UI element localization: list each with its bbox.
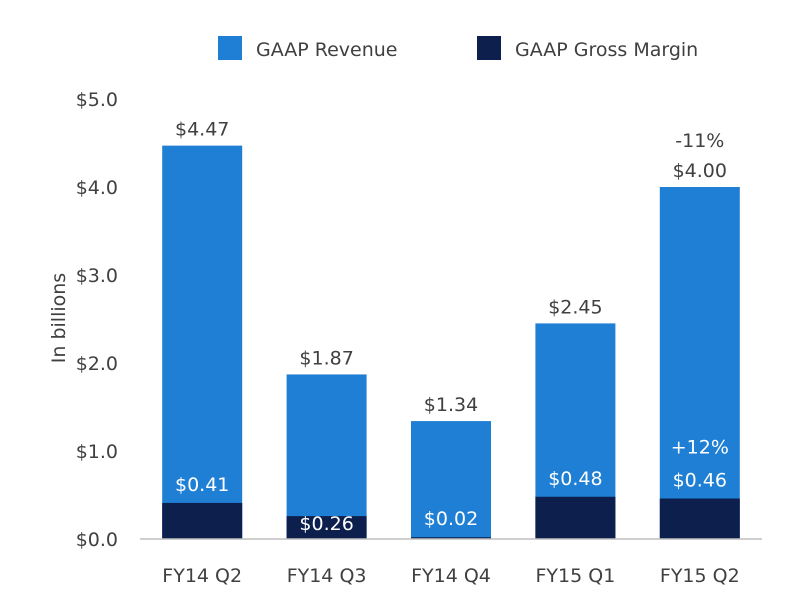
bar-gaap-gross-margin-fy15-q1	[535, 496, 616, 539]
data-label-gaap-revenue: $2.45	[548, 296, 602, 318]
legend-swatch-gaap-revenue	[218, 36, 242, 60]
bar-gaap-revenue-fy14-q2	[162, 145, 243, 539]
x-tick-label-fy14-q3: FY14 Q3	[287, 565, 367, 587]
legend-swatch-gaap-gross-margin	[477, 36, 501, 60]
data-label-gaap-gross-margin: $0.46	[673, 470, 727, 492]
y-tick-label: $3.0	[76, 265, 118, 287]
x-axis-labels: FY14 Q2 FY14 Q3 FY14 Q4 FY15 Q1 FY15 Q2	[162, 565, 739, 587]
y-tick-label: $2.0	[76, 353, 118, 375]
y-tick-label: $0.0	[76, 529, 118, 551]
bar-gaap-gross-margin-fy14-q4	[411, 537, 491, 539]
bar-gaap-revenue-fy14-q3	[286, 374, 367, 539]
y-tick-label: $4.0	[76, 177, 118, 199]
legend: GAAP Revenue GAAP Gross Margin	[218, 36, 698, 61]
annotation-gaap-gross-margin: +12%	[671, 437, 729, 459]
bar-gaap-revenue-fy15-q2	[659, 187, 740, 539]
bars: $4.47 $0.41 $1.87 $0.26 $1.34 $0.02 $2.45 $0.48…	[162, 119, 740, 539]
y-axis-ticks: $0.0 $1.0 $2.0 $3.0 $4.0 $5.0	[76, 89, 118, 551]
data-label-gaap-gross-margin: $0.41	[175, 474, 229, 496]
y-tick-label: $1.0	[76, 441, 118, 463]
legend-label-gaap-revenue: GAAP Revenue	[256, 39, 398, 61]
bar-gaap-gross-margin-fy14-q3	[286, 516, 367, 539]
legend-label-gaap-gross-margin: GAAP Gross Margin	[515, 39, 698, 61]
bar-gaap-revenue-fy14-q4	[411, 421, 491, 539]
y-tick-label: $5.0	[76, 89, 118, 111]
data-label-gaap-gross-margin: $0.48	[548, 468, 602, 490]
bar-gaap-gross-margin-fy15-q2	[659, 498, 740, 539]
bar-gaap-gross-margin-fy14-q2	[162, 502, 243, 539]
data-label-gaap-revenue: $1.34	[424, 394, 478, 416]
y-axis-label: In billions	[48, 273, 70, 363]
data-label-gaap-revenue: $1.87	[299, 347, 353, 369]
x-tick-label-fy15-q2: FY15 Q2	[660, 565, 740, 587]
x-tick-label-fy14-q2: FY14 Q2	[162, 565, 242, 587]
data-label-gaap-revenue: $4.00	[673, 160, 727, 182]
annotation-gaap-revenue: -11%	[675, 130, 724, 152]
data-label-gaap-gross-margin: $0.02	[424, 508, 478, 530]
data-label-gaap-gross-margin: $0.26	[299, 513, 353, 535]
x-tick-label-fy14-q4: FY14 Q4	[411, 565, 491, 587]
data-label-gaap-revenue: $4.47	[175, 119, 229, 141]
x-tick-label-fy15-q1: FY15 Q1	[536, 565, 616, 587]
